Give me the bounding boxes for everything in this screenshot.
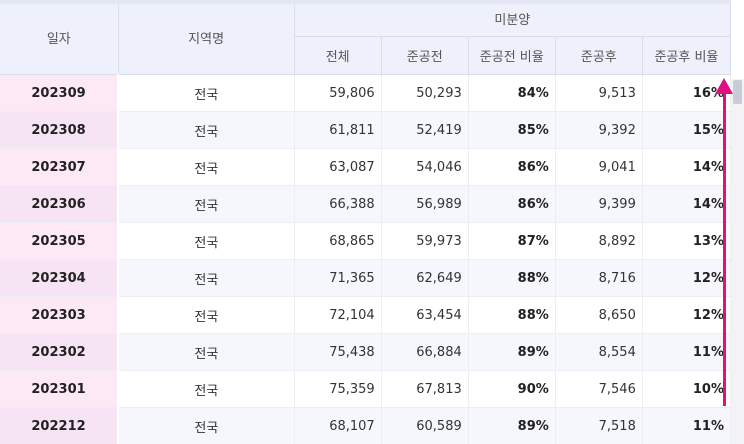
cell-pre-completion-ratio: 84% [468,74,556,112]
cell-pre-completion-ratio: 87% [468,222,556,260]
col-header-post-completion[interactable]: 준공후 [555,36,643,75]
cell-date: 202212 [0,407,120,444]
cell-date: 202306 [0,185,120,223]
cell-region: 전국 [118,185,295,223]
table-row[interactable]: 202305 전국 68,865 59,973 87% 8,892 13% [0,222,732,260]
cell-post-completion: 9,041 [555,148,643,186]
cell-post-completion-ratio: 11% [642,333,732,371]
cell-post-completion: 8,554 [555,333,643,371]
table-row[interactable]: 202304 전국 71,365 62,649 88% 8,716 12% [0,259,732,297]
table-row[interactable]: 202308 전국 61,811 52,419 85% 9,392 15% [0,111,732,149]
cell-region: 전국 [118,74,295,112]
table-row[interactable]: 202309 전국 59,806 50,293 84% 9,513 16% [0,74,732,112]
cell-post-completion-ratio: 13% [642,222,732,260]
cell-pre-completion: 66,884 [381,333,469,371]
cell-date: 202307 [0,148,120,186]
cell-total: 66,388 [294,185,382,223]
cell-pre-completion: 63,454 [381,296,469,334]
cell-pre-completion: 50,293 [381,74,469,112]
cell-region: 전국 [118,407,295,444]
col-header-post-completion-ratio[interactable]: 준공후 비율 [642,36,732,75]
cell-total: 59,806 [294,74,382,112]
cell-region: 전국 [118,222,295,260]
cell-date: 202301 [0,370,120,408]
col-header-pre-completion[interactable]: 준공전 [381,36,469,75]
cell-pre-completion-ratio: 86% [468,185,556,223]
cell-post-completion: 7,518 [555,407,643,444]
cell-post-completion: 8,650 [555,296,643,334]
cell-pre-completion-ratio: 88% [468,259,556,297]
cell-pre-completion: 60,589 [381,407,469,444]
cell-post-completion: 7,546 [555,370,643,408]
header-top-border [0,0,731,4]
cell-pre-completion-ratio: 88% [468,296,556,334]
table-row[interactable]: 202307 전국 63,087 54,046 86% 9,041 14% [0,148,732,186]
cell-post-completion: 8,716 [555,259,643,297]
cell-post-completion-ratio: 14% [642,185,732,223]
col-header-pre-completion-ratio[interactable]: 준공전 비율 [468,36,556,75]
cell-pre-completion-ratio: 89% [468,407,556,444]
cell-total: 63,087 [294,148,382,186]
cell-date: 202309 [0,74,120,112]
cell-total: 68,107 [294,407,382,444]
cell-pre-completion: 54,046 [381,148,469,186]
cell-region: 전국 [118,111,295,149]
cell-pre-completion: 56,989 [381,185,469,223]
cell-pre-completion: 59,973 [381,222,469,260]
cell-post-completion-ratio: 11% [642,407,732,444]
cell-post-completion: 9,399 [555,185,643,223]
cell-date: 202302 [0,333,120,371]
cell-total: 72,104 [294,296,382,334]
cell-post-completion-ratio: 10% [642,370,732,408]
cell-date: 202308 [0,111,120,149]
cell-post-completion: 8,892 [555,222,643,260]
cell-post-completion-ratio: 12% [642,296,732,334]
cell-total: 75,359 [294,370,382,408]
col-group-unsold: 미분양 [294,0,732,37]
cell-total: 61,811 [294,111,382,149]
cell-total: 75,438 [294,333,382,371]
cell-pre-completion: 52,419 [381,111,469,149]
cell-post-completion: 9,513 [555,74,643,112]
vertical-scrollbar[interactable] [731,79,744,444]
cell-pre-completion: 62,649 [381,259,469,297]
cell-region: 전국 [118,296,295,334]
cell-region: 전국 [118,259,295,297]
cell-region: 전국 [118,148,295,186]
cell-date: 202304 [0,259,120,297]
col-header-total[interactable]: 전체 [294,36,382,75]
cell-date: 202303 [0,296,120,334]
cell-total: 71,365 [294,259,382,297]
scrollbar-thumb[interactable] [733,80,742,104]
table-body: 202309 전국 59,806 50,293 84% 9,513 16% 202308 전국 6… [0,74,732,444]
table-row[interactable]: 202301 전국 75,359 67,813 90% 7,546 10% [0,370,732,408]
cell-pre-completion-ratio: 89% [468,333,556,371]
cell-post-completion-ratio: 15% [642,111,732,149]
table-row[interactable]: 202212 전국 68,107 60,589 89% 7,518 11% [0,407,732,444]
col-header-region[interactable]: 지역명 [118,0,295,75]
cell-region: 전국 [118,370,295,408]
table-row[interactable]: 202306 전국 66,388 56,989 86% 9,399 14% [0,185,732,223]
cell-pre-completion: 67,813 [381,370,469,408]
table-header: 일자 지역명 미분양 전체 준공전 준공전 비율 준공후 준공후 비율 [0,0,732,75]
cell-post-completion: 9,392 [555,111,643,149]
cell-pre-completion-ratio: 90% [468,370,556,408]
table-row[interactable]: 202303 전국 72,104 63,454 88% 8,650 12% [0,296,732,334]
table-row[interactable]: 202302 전국 75,438 66,884 89% 8,554 11% [0,333,732,371]
cell-date: 202305 [0,222,120,260]
cell-pre-completion-ratio: 85% [468,111,556,149]
cell-region: 전국 [118,333,295,371]
cell-total: 68,865 [294,222,382,260]
annotation-arrow-line [723,90,726,406]
annotation-arrow-up-icon [715,78,733,94]
cell-pre-completion-ratio: 86% [468,148,556,186]
col-header-date[interactable]: 일자 [0,0,119,75]
cell-post-completion-ratio: 14% [642,148,732,186]
cell-post-completion-ratio: 12% [642,259,732,297]
